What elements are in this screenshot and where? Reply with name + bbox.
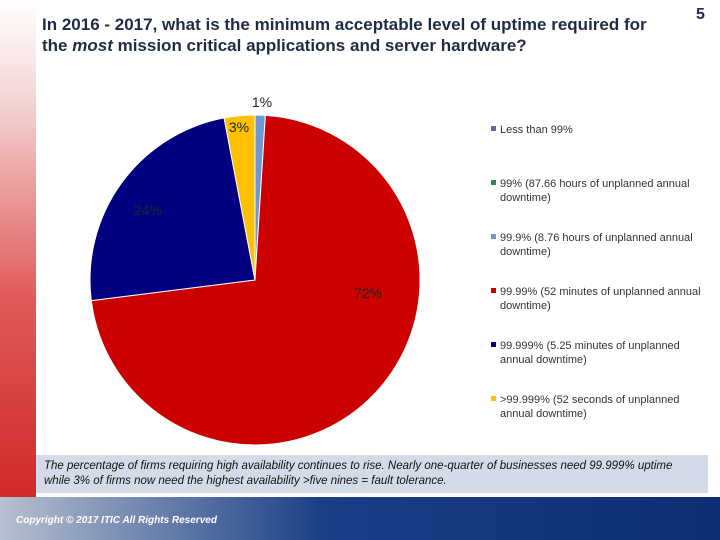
slice-percent-label: 24% bbox=[134, 202, 162, 218]
slice-percent-label: 3% bbox=[229, 119, 249, 135]
legend-swatch bbox=[491, 396, 496, 401]
legend-swatch bbox=[491, 288, 496, 293]
pie-slice bbox=[223, 114, 256, 281]
slice-percent-label: 72% bbox=[354, 285, 382, 301]
slide-title: In 2016 - 2017, what is the minimum acce… bbox=[42, 15, 647, 55]
summary-note: The percentage of firms requiring high a… bbox=[36, 455, 708, 493]
legend-label: 99.999% (5.25 minutes of unplanned annua… bbox=[500, 340, 680, 366]
legend-label: 99.99% (52 minutes of unplanned annual d… bbox=[500, 286, 701, 312]
page-number: 5 bbox=[696, 6, 705, 23]
side-accent-bar bbox=[0, 0, 36, 540]
legend-swatch bbox=[491, 234, 496, 239]
legend-label: Less than 99% bbox=[500, 124, 573, 136]
pie-slice bbox=[90, 114, 421, 446]
legend-label: 99.9% (8.76 hours of unplanned annual do… bbox=[500, 232, 693, 258]
copyright-text: Copyright © 2017 ITIC All Rights Reserve… bbox=[16, 515, 217, 526]
pie-slice bbox=[89, 117, 256, 302]
slice-percent-label: 1% bbox=[252, 94, 272, 110]
legend-label: >99.999% (52 seconds of unplanned annual… bbox=[500, 394, 680, 420]
legend-swatch bbox=[491, 342, 496, 347]
legend-swatch bbox=[491, 180, 496, 185]
legend-swatch bbox=[491, 126, 496, 131]
legend-label: 99% (87.66 hours of unplanned annual dow… bbox=[500, 178, 690, 204]
footer-bar bbox=[0, 497, 720, 540]
